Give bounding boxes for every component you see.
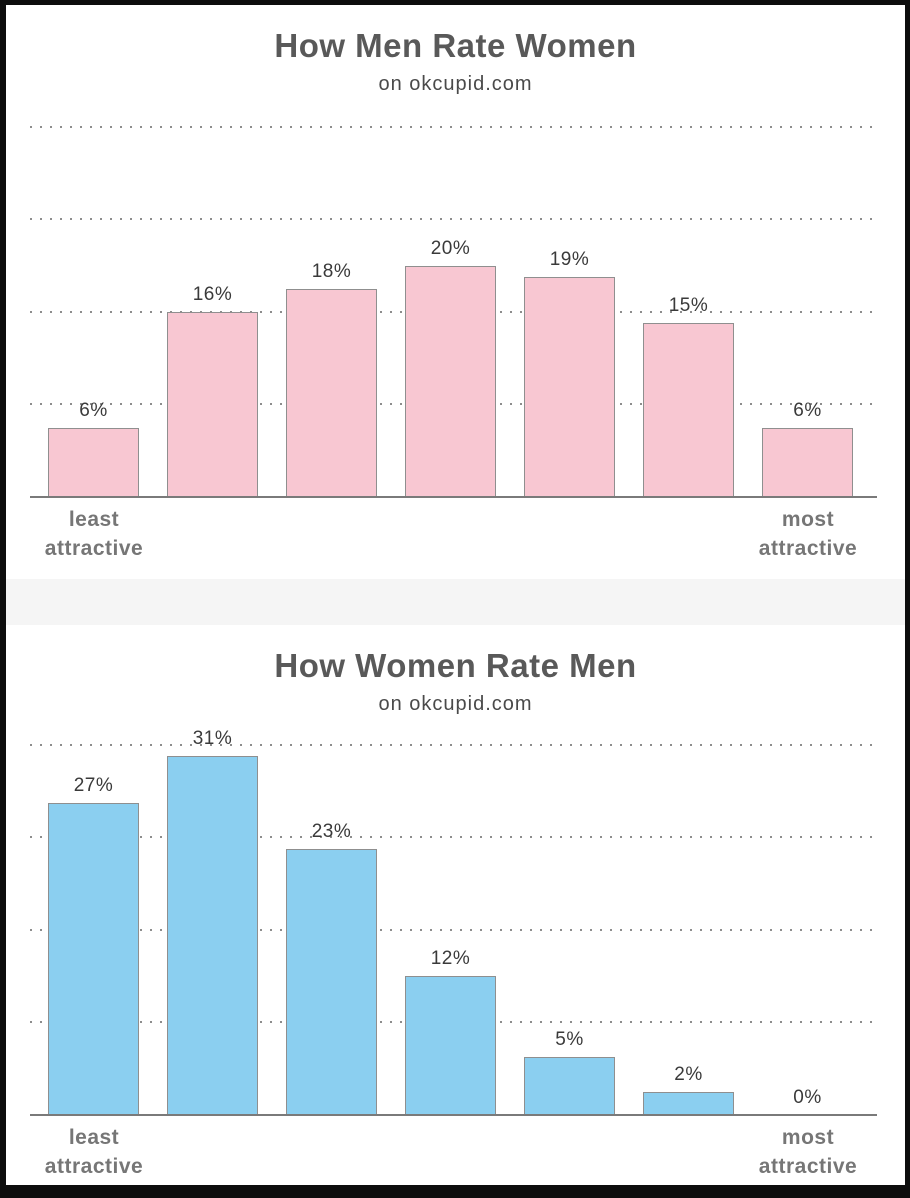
- bar: [48, 428, 139, 498]
- bar: [524, 1057, 615, 1116]
- separator-band: [6, 579, 905, 625]
- bar-value-label: 12%: [430, 948, 471, 969]
- bar-value-label: 6%: [79, 400, 108, 421]
- chart-subtitle: on okcupid.com: [378, 73, 533, 95]
- bar: [643, 1092, 734, 1116]
- chart-title: How Women Rate Men: [274, 647, 637, 684]
- bar-value-label: 18%: [311, 261, 352, 282]
- bar-value-label: 5%: [555, 1029, 584, 1050]
- gridline: [30, 125, 877, 128]
- x-axis-label-least-attractive: least attractive: [44, 1126, 144, 1178]
- bar-value-label: 27%: [73, 775, 114, 796]
- bar-value-label: 0%: [793, 1087, 822, 1108]
- bar: [286, 289, 377, 498]
- bar-value-label: 31%: [192, 728, 233, 749]
- gridline: [30, 218, 877, 221]
- bar: [167, 756, 258, 1116]
- x-axis-label-most-attractive: most attractive: [758, 508, 858, 560]
- x-axis-label-least-attractive: least attractive: [44, 508, 144, 560]
- bar-value-label: 6%: [793, 400, 822, 421]
- gridline: [30, 743, 877, 746]
- bar: [405, 976, 496, 1116]
- bar: [762, 428, 853, 498]
- bar: [643, 323, 734, 498]
- bar: [405, 266, 496, 498]
- chart-title: How Men Rate Women: [274, 27, 637, 64]
- bar-value-label: 16%: [192, 284, 233, 305]
- x-axis-label-most-attractive: most attractive: [758, 1126, 858, 1178]
- bar-value-label: 23%: [311, 821, 352, 842]
- x-axis-line: [30, 496, 877, 498]
- bar-value-label: 2%: [674, 1064, 703, 1085]
- gridline: [30, 928, 877, 931]
- bar: [167, 312, 258, 498]
- bar: [48, 803, 139, 1116]
- bar-value-label: 19%: [549, 249, 590, 270]
- bar-value-label: 20%: [430, 238, 471, 259]
- chart-women-rate-men: How Women Rate Men on okcupid.com 27% 31%…: [6, 625, 905, 1185]
- x-axis-line: [30, 1114, 877, 1116]
- bar: [286, 849, 377, 1116]
- bar: [524, 277, 615, 498]
- bar-value-label: 15%: [668, 295, 709, 316]
- chart-men-rate-women: How Men Rate Women on okcupid.com 6% 16% 1…: [6, 5, 905, 580]
- chart-subtitle: on okcupid.com: [378, 693, 533, 715]
- gridline: [30, 836, 877, 839]
